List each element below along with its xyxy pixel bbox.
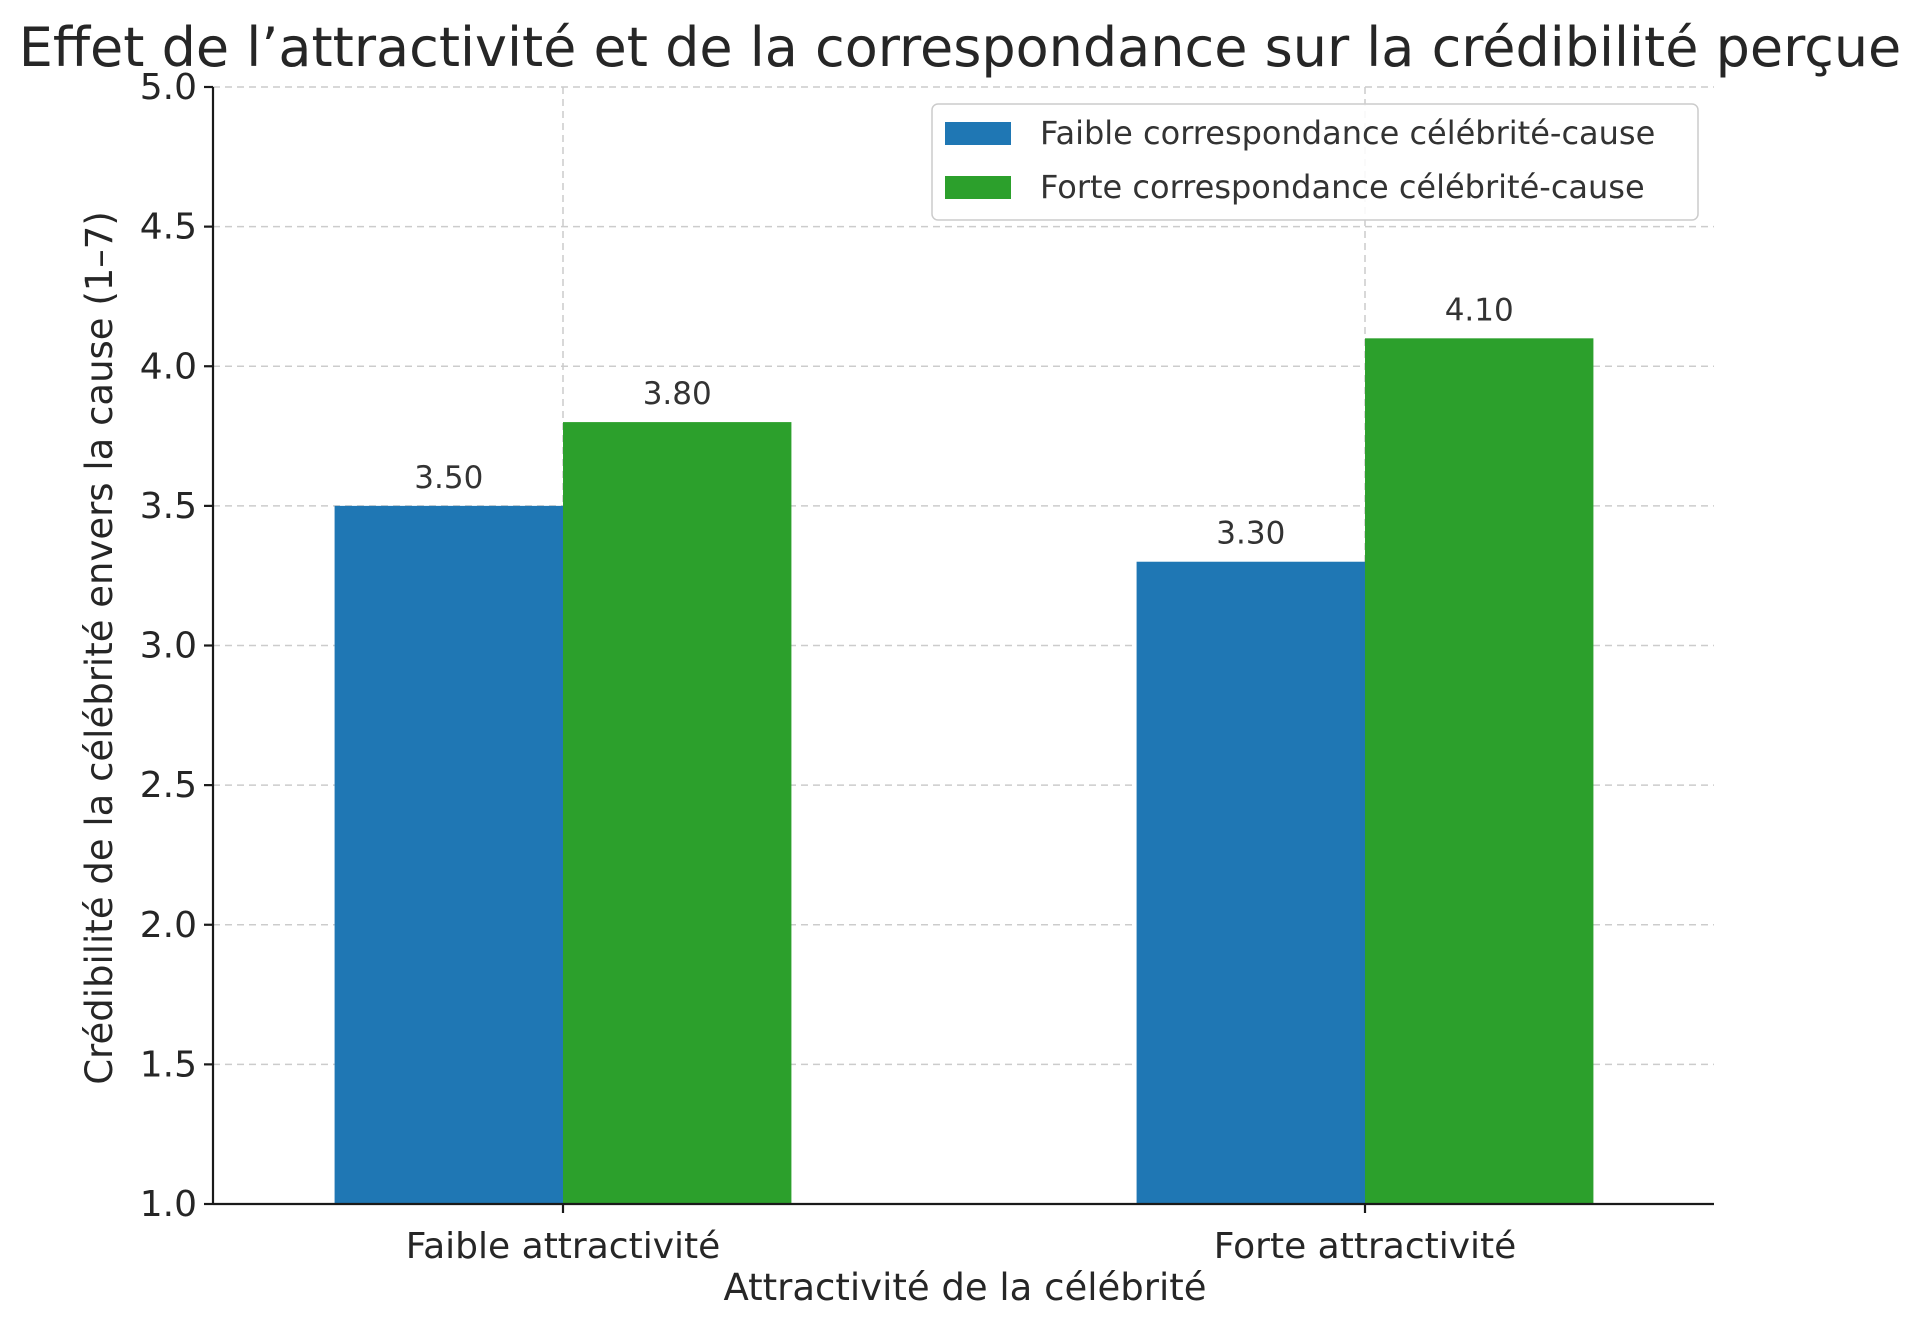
legend-entry-label[interactable]: Faible correspondance célébrité-cause bbox=[1040, 114, 1655, 152]
y-tick-label: 1.0 bbox=[140, 1184, 197, 1225]
y-tick-label: 4.5 bbox=[140, 207, 197, 248]
bar[interactable] bbox=[1136, 561, 1365, 1204]
bar-value-label: 3.80 bbox=[643, 376, 712, 412]
bar[interactable] bbox=[1365, 338, 1594, 1204]
y-tick-label: 5.0 bbox=[140, 67, 197, 108]
y-tick-label: 2.5 bbox=[140, 765, 197, 806]
bar-value-label: 3.50 bbox=[414, 460, 483, 496]
y-tick-label: 1.5 bbox=[140, 1044, 197, 1085]
x-ticks: Faible attractivité Forte attractivité bbox=[406, 1204, 1517, 1267]
x-tick-label: Forte attractivité bbox=[1214, 1226, 1517, 1267]
chart-title: Effet de l’attractivité et de la corresp… bbox=[19, 16, 1902, 79]
bar[interactable] bbox=[563, 422, 792, 1205]
legend-swatch bbox=[945, 122, 1011, 145]
legend-box bbox=[931, 103, 1699, 221]
legend-swatch bbox=[945, 176, 1011, 199]
legend[interactable]: Faible correspondance célébrité-cause For… bbox=[931, 103, 1699, 221]
bar-value-label: 4.10 bbox=[1445, 292, 1514, 328]
bar[interactable] bbox=[334, 505, 563, 1204]
x-tick-label: Faible attractivité bbox=[406, 1226, 721, 1267]
bar-value-label: 3.30 bbox=[1216, 516, 1285, 552]
y-tick-label: 3.0 bbox=[140, 626, 197, 667]
y-tick-label: 4.0 bbox=[140, 346, 197, 387]
x-axis-label: Attractivité de la célébrité bbox=[723, 1266, 1206, 1309]
y-tick-label: 3.5 bbox=[140, 486, 197, 527]
y-ticks: 1.0 1.5 2.0 2.5 3.0 3.5 4.0 4.5 5.0 bbox=[140, 67, 213, 1225]
legend-entry-label[interactable]: Forte correspondance célébrité-cause bbox=[1040, 168, 1645, 206]
bars: 3.50 3.30 3.80 4.10 bbox=[334, 292, 1594, 1205]
y-axis-label: Crédibilité de la célébrité envers la ca… bbox=[78, 211, 121, 1085]
y-tick-label: 2.0 bbox=[140, 905, 197, 946]
